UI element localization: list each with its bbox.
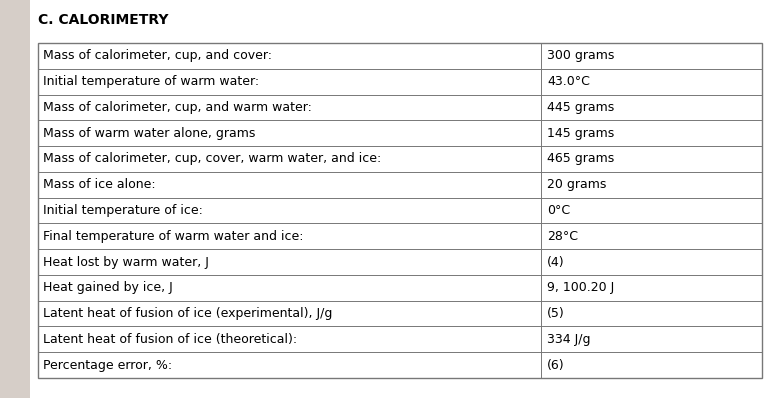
Text: Heat gained by ice, J: Heat gained by ice, J: [43, 281, 173, 294]
Text: (5): (5): [547, 307, 565, 320]
Text: 465 grams: 465 grams: [547, 152, 615, 166]
Text: Heat lost by warm water, J: Heat lost by warm water, J: [43, 256, 209, 269]
Text: 9, 100.20 J: 9, 100.20 J: [547, 281, 615, 294]
Text: C. CALORIMETRY: C. CALORIMETRY: [38, 13, 168, 27]
Text: Final temperature of warm water and ice:: Final temperature of warm water and ice:: [43, 230, 303, 243]
Text: Mass of calorimeter, cup, and warm water:: Mass of calorimeter, cup, and warm water…: [43, 101, 311, 114]
Text: Mass of warm water alone, grams: Mass of warm water alone, grams: [43, 127, 255, 140]
Text: 28°C: 28°C: [547, 230, 578, 243]
Text: 445 grams: 445 grams: [547, 101, 615, 114]
Text: (6): (6): [547, 359, 565, 372]
Text: 145 grams: 145 grams: [547, 127, 615, 140]
Text: Latent heat of fusion of ice (experimental), J/g: Latent heat of fusion of ice (experiment…: [43, 307, 332, 320]
Text: Mass of calorimeter, cup, cover, warm water, and ice:: Mass of calorimeter, cup, cover, warm wa…: [43, 152, 381, 166]
Text: Initial temperature of ice:: Initial temperature of ice:: [43, 204, 203, 217]
Text: Mass of calorimeter, cup, and cover:: Mass of calorimeter, cup, and cover:: [43, 49, 271, 62]
Text: Initial temperature of warm water:: Initial temperature of warm water:: [43, 75, 259, 88]
Text: 43.0°C: 43.0°C: [547, 75, 590, 88]
Text: Mass of ice alone:: Mass of ice alone:: [43, 178, 156, 191]
Bar: [38, 43, 762, 378]
Text: 334 J/g: 334 J/g: [547, 333, 590, 346]
Bar: [0, 0, 30, 398]
Text: 300 grams: 300 grams: [547, 49, 615, 62]
Text: Percentage error, %:: Percentage error, %:: [43, 359, 172, 372]
Text: 20 grams: 20 grams: [547, 178, 607, 191]
Text: Latent heat of fusion of ice (theoretical):: Latent heat of fusion of ice (theoretica…: [43, 333, 297, 346]
Text: 0°C: 0°C: [547, 204, 570, 217]
Text: (4): (4): [547, 256, 565, 269]
